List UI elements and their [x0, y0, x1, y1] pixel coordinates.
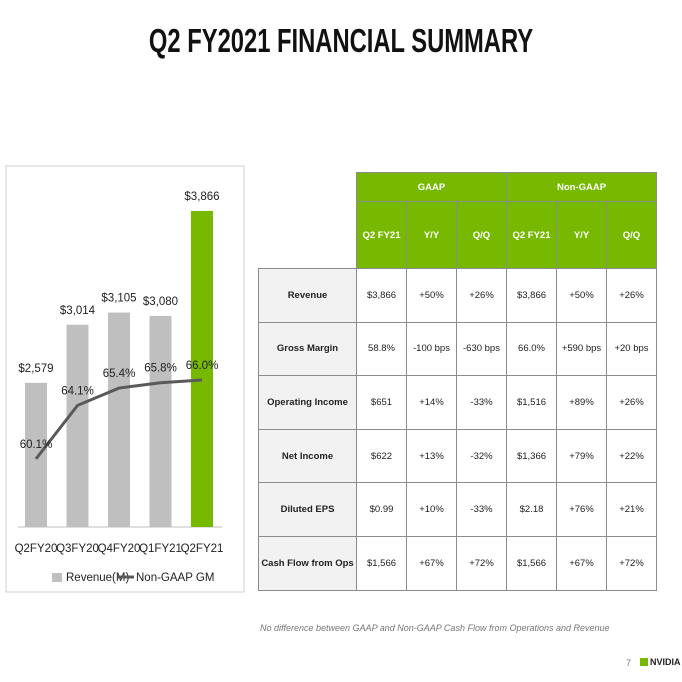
table-cell: +67%	[406, 535, 457, 591]
header-cell: Non-GAAP	[506, 172, 657, 202]
legend-label: Non-GAAP GM	[136, 572, 214, 584]
bar-value-label: $2,579	[18, 363, 53, 375]
table-row: Diluted EPS $0.99 +10% -33% $2.18 +76% +21%	[258, 482, 657, 537]
table-cell: +26%	[606, 375, 657, 430]
row-label: Cash Flow from Ops	[258, 535, 357, 591]
table-cell: +14%	[406, 375, 457, 430]
table-cell: -630 bps	[456, 321, 507, 377]
header-cell: Q2 FY21	[506, 201, 557, 269]
page-number: 7	[626, 658, 632, 668]
footnote: No difference between GAAP and Non-GAAP …	[260, 623, 610, 633]
table-cell: $622	[356, 428, 407, 484]
table-row: Cash Flow from Ops $1,566 +67% +72% $1,566 +6…	[258, 535, 657, 591]
table-cell: +72%	[606, 535, 657, 591]
x-tick-label: Q2FY20	[15, 543, 58, 555]
table-cell: +72%	[456, 535, 507, 591]
bar-value-label: $3,866	[184, 191, 219, 203]
line-value-label: 60.1%	[20, 439, 53, 451]
x-tick-label: Q2FY21	[181, 543, 224, 555]
table-cell: $1,566	[506, 535, 557, 591]
x-tick-label: Q3FY20	[56, 543, 99, 555]
table-cell: +10%	[406, 482, 457, 537]
summary-table: GAAP Non-GAAP Q2 FY21 Y/Y Q/Q Q2 FY21 Y/Y Q/Q Re…	[258, 172, 657, 591]
table-cell: $1,366	[506, 428, 557, 484]
table-cell: +20 bps	[606, 321, 657, 377]
table-cell: $651	[356, 375, 407, 430]
table-cell: -100 bps	[406, 321, 457, 377]
line	[34, 378, 203, 460]
row-label: Gross Margin	[258, 321, 357, 377]
table-cell: $1,566	[356, 535, 407, 591]
line-value-label: 66.0%	[186, 360, 219, 372]
header-cell: Q2 FY21	[356, 201, 407, 269]
row-label: Diluted EPS	[258, 482, 357, 537]
row-label: Operating Income	[258, 375, 357, 430]
table-cell: +79%	[556, 428, 607, 484]
table-cell: +590 bps	[556, 321, 607, 377]
header-cell: Q/Q	[456, 201, 507, 269]
row-label: Net Income	[258, 428, 357, 484]
row-label: Revenue	[258, 268, 357, 323]
bar	[149, 315, 172, 527]
table-cell: -33%	[456, 375, 507, 430]
table-cell: +67%	[556, 535, 607, 591]
table-cell: $3,866	[506, 268, 557, 323]
bar	[108, 312, 130, 527]
table-row: Revenue $3,866 +50% +26% $3,866 +50% +26%	[258, 268, 657, 323]
line-value-label: 65.4%	[103, 368, 136, 380]
table-cell: +13%	[406, 428, 457, 484]
x-tick-label: Q4FY20	[98, 543, 141, 555]
bar	[191, 210, 213, 527]
table-cell: -32%	[456, 428, 507, 484]
table-cell: 66.0%	[506, 321, 557, 377]
header-cell: Y/Y	[406, 201, 457, 269]
bar-value-label: $3,080	[143, 296, 178, 308]
table-row: Net Income $622 +13% -32% $1,366 +79% +22%	[258, 428, 657, 484]
table-cell: +50%	[556, 268, 607, 323]
table-cell: +21%	[606, 482, 657, 537]
line-value-label: 65.8%	[144, 363, 177, 375]
table-cell: 58.8%	[356, 321, 407, 377]
table-cell: +26%	[456, 268, 507, 323]
header-cell: Y/Y	[556, 201, 607, 269]
x-tick-label: Q1FY21	[139, 543, 182, 555]
table-cell: $3,866	[356, 268, 407, 323]
bar-value-label: $3,105	[101, 293, 136, 305]
table-cell	[259, 173, 357, 202]
header-cell: GAAP	[356, 172, 507, 202]
header-cell: Q/Q	[606, 201, 657, 269]
table-cell: $1,516	[506, 375, 557, 430]
legend-swatch	[52, 573, 62, 582]
table-cell: +76%	[556, 482, 607, 537]
chart-frame	[5, 165, 245, 593]
table-row: Operating Income $651 +14% -33% $1,516 +89% +2…	[258, 375, 657, 430]
table-cell: +89%	[556, 375, 607, 430]
table-cell: +26%	[606, 268, 657, 323]
bar-value-label: $3,014	[60, 305, 96, 317]
table-cell: -33%	[456, 482, 507, 537]
table-cell	[259, 202, 357, 269]
table-cell: +22%	[606, 428, 657, 484]
slide-title: Q2 FY2021 FINANCIAL SUMMARY	[148, 22, 534, 59]
table-row: Q2 FY21 Y/Y Q/Q Q2 FY21 Y/Y Q/Q	[259, 201, 657, 269]
table-row: Gross Margin 58.8% -100 bps -630 bps 66.0% +5…	[258, 321, 657, 377]
legend-label: Revenue(M)	[66, 572, 129, 584]
bar	[66, 324, 89, 527]
table-cell: $0.99	[356, 482, 407, 537]
table-cell: +50%	[406, 268, 457, 323]
table-cell: $2.18	[506, 482, 557, 537]
table-row: GAAP Non-GAAP	[259, 172, 657, 202]
bar	[25, 382, 47, 527]
line-value-label: 64.1%	[61, 385, 94, 397]
logo: NVIDIA	[640, 657, 681, 667]
